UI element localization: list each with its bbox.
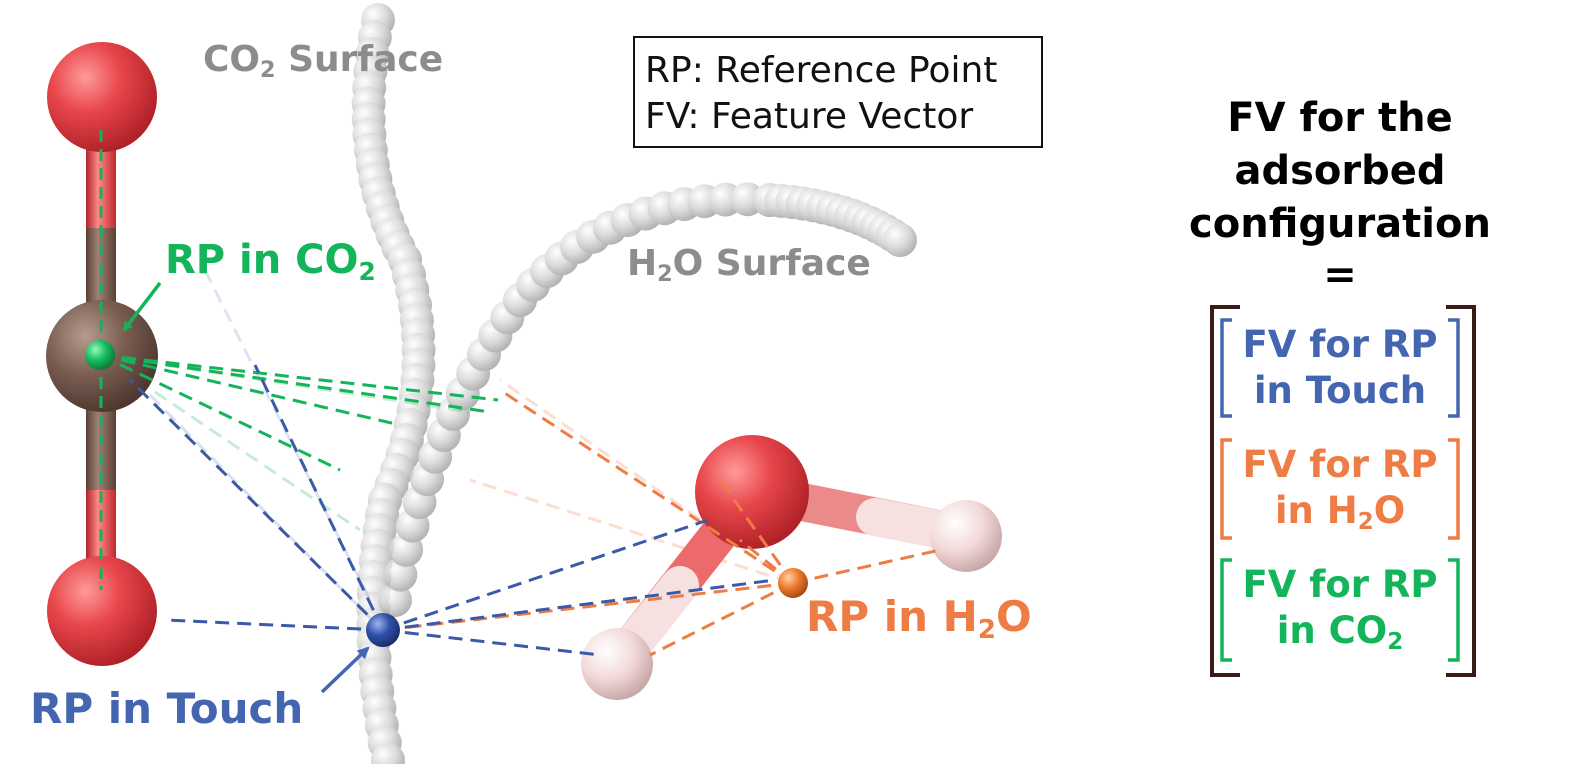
fv-h2o-block: FV for RP in H2O bbox=[1230, 442, 1450, 539]
rp-co2-point bbox=[85, 340, 115, 370]
fv-touch-line2: in Touch bbox=[1253, 369, 1427, 412]
legend-box: RP: Reference Point FV: Feature Vector bbox=[633, 36, 1043, 148]
h2o-surface-label: H2O Surface bbox=[627, 243, 871, 288]
legend-line-fv: FV: Feature Vector bbox=[645, 96, 974, 137]
h2o-oxygen bbox=[695, 435, 809, 549]
fv-title: FV for the adsorbed configuration bbox=[1160, 92, 1520, 251]
green-distance-lines bbox=[99, 353, 499, 472]
co2-surface-beads bbox=[351, 3, 436, 764]
surface-bead bbox=[378, 583, 412, 617]
rp-touch-point bbox=[366, 613, 400, 647]
blue-distance-lines bbox=[128, 364, 776, 657]
fv-co2-line2: in CO2 bbox=[1276, 609, 1404, 656]
rp-touch-arrow bbox=[320, 646, 370, 694]
h2o-hydrogen-left bbox=[581, 628, 653, 700]
rp-h2o-label: RP in H2O bbox=[806, 592, 1032, 646]
fv-touch-line1: FV for RP bbox=[1242, 323, 1438, 366]
co2-surface-label: CO2 Surface bbox=[203, 39, 444, 84]
fv-title-line2: adsorbed bbox=[1234, 148, 1446, 194]
h2o-surface-beads bbox=[378, 182, 917, 617]
h2o-bracket bbox=[1220, 438, 1460, 540]
rp-co2-label: RP in CO2 bbox=[165, 237, 376, 286]
surface-bead bbox=[371, 743, 405, 764]
outer-vector-bracket bbox=[1210, 305, 1476, 677]
touch-bracket bbox=[1220, 318, 1460, 418]
h2o-molecule bbox=[581, 435, 1002, 700]
fv-title-line3: configuration bbox=[1189, 201, 1491, 247]
rp-co2-arrow bbox=[122, 281, 162, 332]
rp-h2o-point bbox=[778, 568, 808, 598]
rp-touch-label: RP in Touch bbox=[30, 684, 304, 733]
fv-co2-block: FV for RP in CO2 bbox=[1230, 562, 1450, 659]
fv-co2-line1: FV for RP bbox=[1242, 563, 1438, 606]
co2-oxygen-top bbox=[47, 42, 157, 152]
h2o-hydrogen-right bbox=[930, 500, 1002, 572]
legend-line-rp: RP: Reference Point bbox=[645, 50, 998, 91]
co2-bracket bbox=[1220, 558, 1460, 662]
co2-oxygen-bottom bbox=[47, 556, 157, 666]
fv-h2o-line1: FV for RP bbox=[1242, 443, 1438, 486]
fv-touch-block: FV for RP in Touch bbox=[1230, 322, 1450, 414]
fv-h2o-line2: in H2O bbox=[1274, 489, 1406, 536]
fv-equals: = bbox=[1323, 252, 1357, 298]
fv-title-line1: FV for the bbox=[1227, 95, 1453, 141]
surface-bead bbox=[883, 223, 917, 257]
